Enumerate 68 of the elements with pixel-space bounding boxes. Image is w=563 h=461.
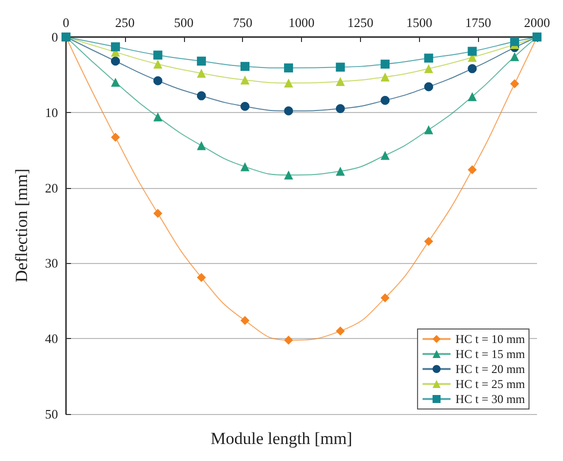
x-axis-title: Module length [mm] (210, 429, 352, 448)
point (336, 104, 345, 114)
point (110, 78, 120, 87)
point (196, 273, 206, 282)
x-tick-label: 1000 (288, 15, 314, 30)
point (380, 293, 390, 302)
y-tick-label: 40 (45, 331, 58, 346)
y-tick-label: 0 (52, 30, 58, 44)
point (196, 91, 206, 100)
legend-label: HC t = 20 mm (456, 362, 526, 376)
y-tick-label: 20 (45, 180, 58, 196)
x-tick-label: 1250 (347, 15, 374, 30)
point (196, 141, 206, 150)
point (240, 162, 250, 172)
point (240, 75, 250, 84)
legend-label: HC t = 30 mm (456, 392, 526, 406)
point (110, 56, 120, 66)
point (468, 64, 477, 74)
point (468, 92, 477, 102)
point (336, 76, 345, 86)
point (424, 54, 434, 63)
point (110, 42, 120, 52)
point (284, 78, 294, 88)
x-tick-label: 500 (174, 15, 194, 30)
point (468, 46, 477, 56)
point (424, 236, 434, 246)
x-tick-label: 0 (62, 15, 70, 30)
point (153, 208, 162, 218)
point (510, 37, 520, 46)
point (336, 62, 345, 72)
point (380, 150, 390, 160)
point (510, 79, 520, 88)
point (284, 336, 294, 345)
x-tick-label: 2000 (524, 15, 550, 30)
y-axis-title: Deflection [mm] (12, 168, 31, 282)
y-tick-label: 50 (45, 406, 58, 422)
legend-label: HC t = 25 mm (456, 377, 526, 391)
point (424, 125, 434, 134)
x-tick-label: 1500 (406, 15, 432, 30)
point (196, 56, 206, 66)
point (240, 316, 250, 326)
point (153, 60, 162, 69)
point (240, 102, 250, 111)
point (380, 96, 390, 105)
point (510, 52, 520, 62)
point (284, 170, 294, 180)
x-tick-label: 1750 (465, 15, 492, 30)
legend-label: HC t = 15 mm (456, 347, 526, 361)
point (284, 106, 294, 116)
point (380, 72, 390, 82)
legend-label: HC t = 10 mm (456, 332, 526, 346)
y-tick-label: 10 (45, 104, 58, 120)
point (240, 62, 250, 71)
y-tick-label: 30 (45, 256, 58, 271)
point (196, 68, 206, 78)
point (153, 112, 162, 122)
point (336, 166, 345, 176)
point (110, 132, 120, 142)
point (380, 60, 390, 69)
x-tick-label: 750 (232, 15, 252, 30)
point (424, 64, 434, 74)
point (153, 76, 162, 86)
x-tick-label: 250 (115, 15, 135, 30)
point (284, 63, 294, 72)
point (336, 326, 345, 336)
point (424, 82, 434, 92)
point (468, 165, 477, 174)
point (153, 50, 162, 60)
